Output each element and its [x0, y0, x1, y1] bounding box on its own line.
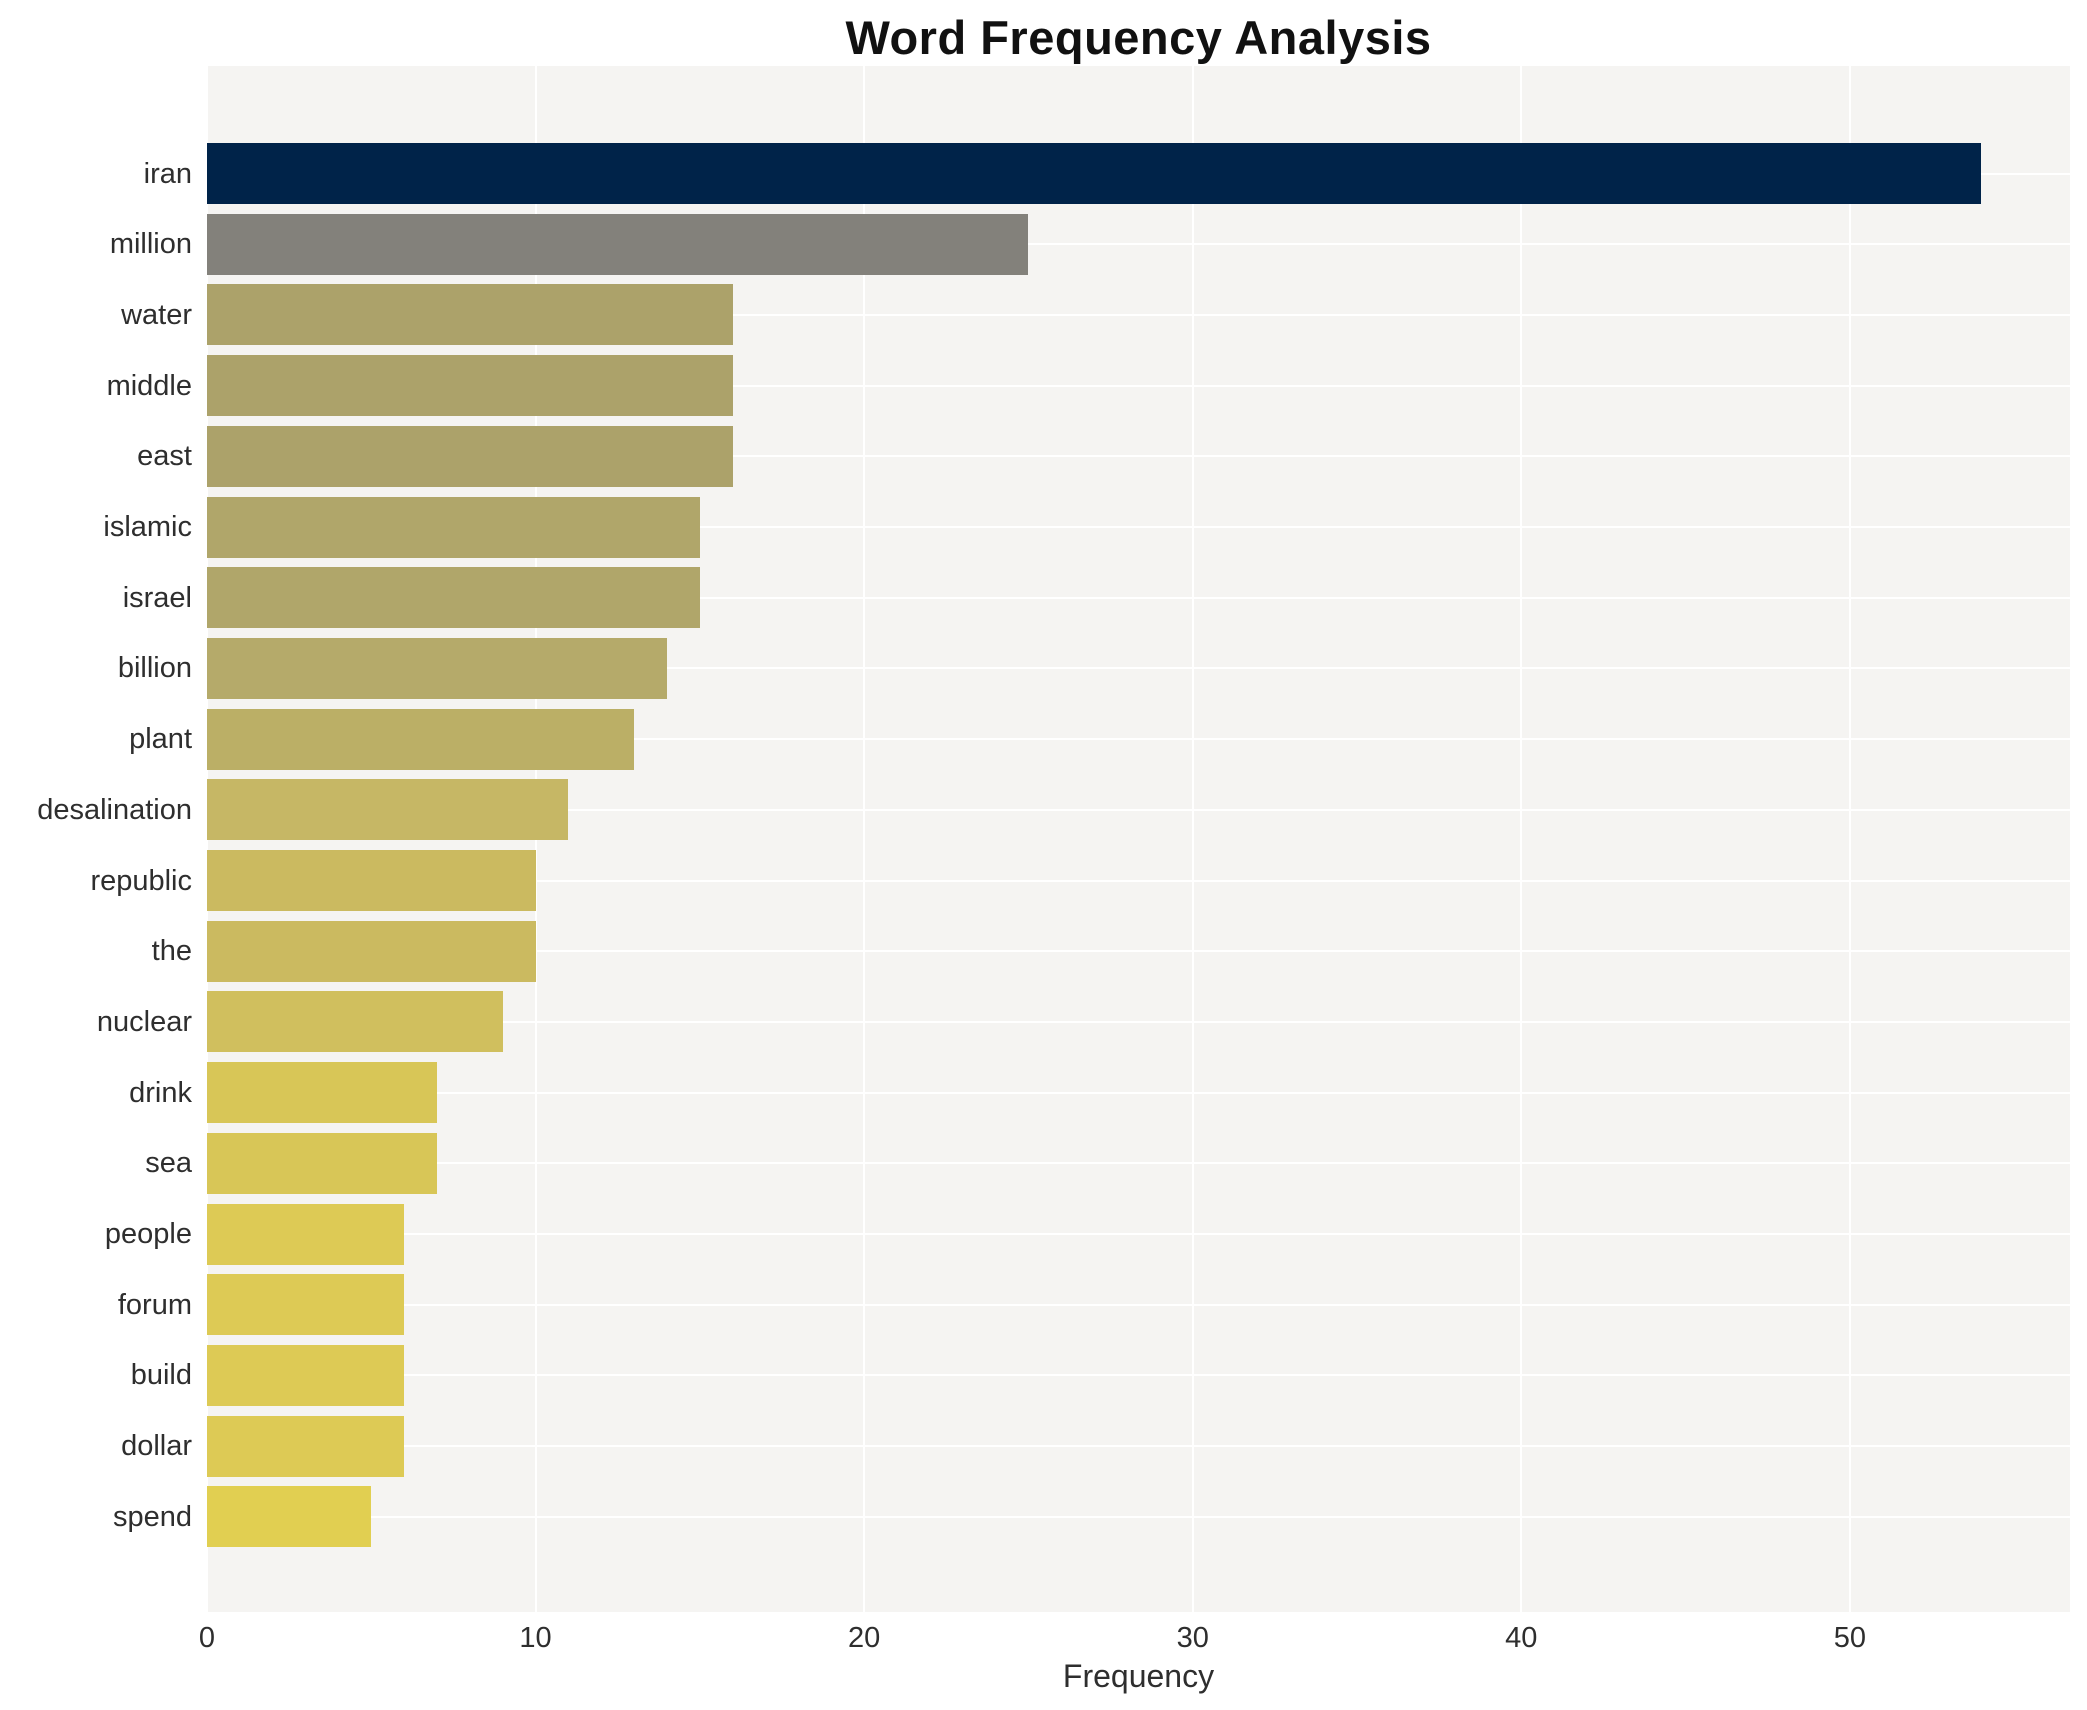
bar-iran: [207, 143, 1982, 204]
gridline-horizontal: [207, 1303, 2070, 1306]
gridline-horizontal: [207, 1091, 2070, 1094]
x-tick-label: 10: [519, 1622, 552, 1654]
bar-build: [207, 1344, 405, 1406]
gridline-horizontal: [207, 1020, 2070, 1023]
y-label-billion: billion: [117, 652, 192, 685]
gridline-horizontal: [207, 879, 2070, 882]
bar-plant: [207, 708, 635, 770]
gridline-horizontal: [207, 808, 2070, 811]
x-tick-label: 50: [1833, 1622, 1866, 1654]
x-tick-label: 20: [848, 1622, 881, 1654]
y-label-build: build: [130, 1359, 192, 1392]
bar-islamic: [207, 496, 700, 558]
y-label-forum: forum: [117, 1288, 192, 1321]
bar-republic: [207, 850, 536, 911]
y-label-dollar: dollar: [121, 1430, 192, 1463]
bar-forum: [207, 1274, 405, 1336]
bar-water: [207, 284, 733, 346]
y-label-middle: middle: [106, 369, 192, 402]
y-label-desalination: desalination: [37, 793, 192, 826]
gridline-horizontal: [207, 596, 2070, 599]
y-label-iran: iran: [143, 157, 192, 190]
bar-desalination: [207, 779, 569, 841]
gridline-horizontal: [207, 526, 2070, 528]
gridline-vertical: [863, 66, 866, 1612]
gridline-horizontal: [207, 1445, 2070, 1448]
y-label-drink: drink: [129, 1076, 192, 1109]
gridline-horizontal: [207, 1162, 2070, 1165]
bar-sea: [207, 1132, 437, 1194]
bar-nuclear: [207, 991, 503, 1053]
y-label-nuclear: nuclear: [96, 1005, 192, 1038]
gridline-horizontal: [207, 667, 2070, 670]
gridline-horizontal: [207, 455, 2070, 458]
y-label-water: water: [121, 298, 192, 331]
y-label-million: million: [109, 228, 192, 261]
y-label-islamic: islamic: [103, 511, 192, 543]
y-label-people: people: [104, 1218, 192, 1250]
bar-dollar: [207, 1415, 405, 1477]
y-label-east: east: [137, 440, 192, 473]
y-label-the: the: [151, 935, 192, 968]
x-tick-label: 40: [1505, 1622, 1538, 1654]
y-label-plant: plant: [129, 723, 192, 756]
gridline-horizontal: [207, 1233, 2070, 1235]
gridline-horizontal: [207, 738, 2070, 741]
gridline-vertical: [1848, 66, 1851, 1612]
gridline-horizontal: [207, 384, 2070, 387]
x-tick-label: 30: [1176, 1622, 1209, 1654]
gridline-vertical: [1191, 66, 1194, 1612]
bar-israel: [207, 567, 700, 629]
bar-million: [207, 213, 1029, 275]
gridline-horizontal: [207, 243, 2070, 246]
bar-east: [207, 425, 733, 487]
gridline-horizontal: [207, 950, 2070, 953]
bar-drink: [207, 1062, 437, 1124]
gridline-horizontal: [207, 313, 2070, 316]
x-axis-title: Frequency: [1062, 1658, 1215, 1694]
x-tick-label: 0: [198, 1622, 216, 1654]
y-label-republic: republic: [90, 864, 192, 897]
bar-the: [207, 920, 536, 982]
y-label-spend: spend: [112, 1500, 192, 1533]
y-label-sea: sea: [145, 1147, 192, 1180]
gridline-vertical: [1520, 66, 1523, 1612]
plot-area: [206, 66, 2070, 1612]
gridline-horizontal: [207, 1374, 2070, 1377]
chart-title: Word Frequency Analysis: [845, 11, 1432, 64]
bar-middle: [207, 355, 733, 417]
gridline-horizontal: [207, 1515, 2070, 1518]
bar-people: [207, 1203, 405, 1265]
y-label-israel: israel: [122, 581, 192, 614]
bar-spend: [207, 1486, 372, 1548]
bar-billion: [207, 637, 667, 699]
